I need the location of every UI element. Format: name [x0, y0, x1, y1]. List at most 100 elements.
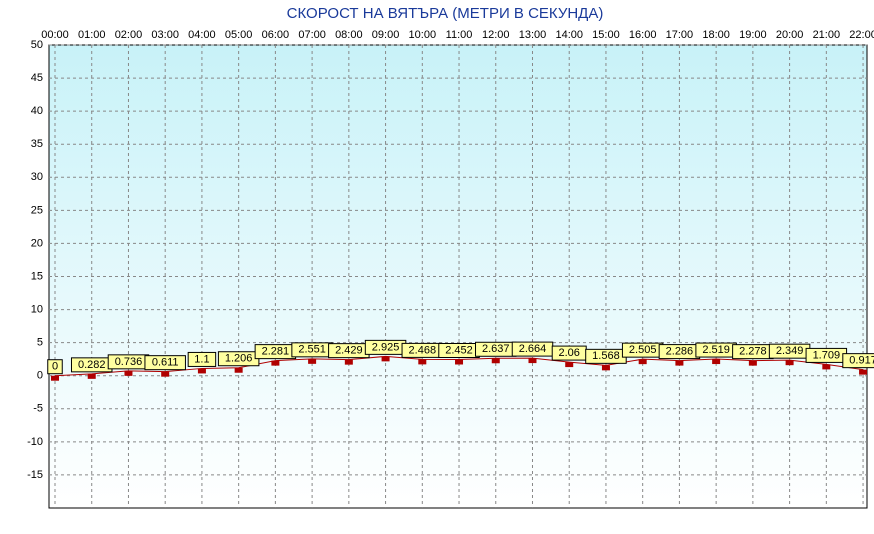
x-tick-label: 16:00 — [629, 29, 657, 41]
value-label: 2.505 — [621, 342, 664, 358]
x-tick-label: 12:00 — [482, 29, 510, 41]
x-tick-label: 13:00 — [519, 29, 547, 41]
value-label: 2.551 — [291, 342, 333, 358]
value-label-box — [47, 359, 63, 375]
value-label: 1.709 — [805, 347, 848, 363]
value-label: 2.06 — [551, 345, 587, 361]
marker — [308, 358, 317, 364]
marker — [234, 367, 243, 373]
marker — [455, 359, 464, 365]
value-label-text: 0.917 — [849, 355, 874, 367]
value-label-text: 2.664 — [519, 343, 547, 355]
marker — [51, 375, 59, 381]
marker — [491, 358, 500, 364]
marker — [381, 356, 390, 362]
x-tick-label: 18:00 — [702, 29, 730, 41]
x-tick-label: 00:00 — [41, 29, 69, 41]
value-label: 0.736 — [107, 354, 150, 370]
chart-title: СКОРОСТ НА ВЯТЪРА (МЕТРИ В СЕКУНДА) — [287, 5, 604, 22]
y-tick-label: 50 — [31, 39, 43, 51]
marker — [712, 359, 721, 365]
value-label-box — [144, 355, 186, 371]
value-label: 0.282 — [70, 357, 113, 373]
y-tick-label: 5 — [37, 337, 43, 349]
value-label-text: 2.281 — [262, 346, 290, 358]
y-tick-label: 25 — [31, 204, 43, 216]
x-tick-label: 21:00 — [813, 29, 841, 41]
x-tick-label: 08:00 — [335, 29, 363, 41]
value-label: 2.286 — [658, 344, 701, 360]
value-label-text: 1.1 — [194, 353, 209, 365]
y-tick-label: 40 — [31, 105, 43, 117]
x-tick-label: 03:00 — [151, 29, 179, 41]
value-label-text: 2.278 — [739, 346, 767, 358]
x-tick-label: 06:00 — [262, 29, 290, 41]
marker — [748, 360, 757, 366]
x-tick-label: 10:00 — [409, 29, 437, 41]
value-label-text: 2.468 — [409, 344, 437, 356]
value-label: 2.452 — [438, 342, 480, 358]
marker — [271, 360, 280, 366]
y-tick-label: -10 — [27, 436, 43, 448]
value-label-text: 2.429 — [335, 345, 363, 357]
x-tick-label: 19:00 — [739, 29, 767, 41]
value-label-text: 0 — [52, 361, 58, 373]
x-tick-label: 20:00 — [776, 29, 804, 41]
x-tick-label: 17:00 — [666, 29, 694, 41]
value-label-text: 2.06 — [559, 347, 580, 359]
value-label: 2.468 — [401, 342, 444, 358]
x-tick-label: 02:00 — [115, 29, 143, 41]
marker — [675, 360, 684, 366]
value-label-text: 1.206 — [225, 353, 253, 365]
value-label-text: 2.925 — [372, 341, 400, 353]
value-label-text: 0.282 — [78, 359, 106, 371]
value-label-box — [187, 351, 217, 367]
marker — [87, 373, 96, 379]
value-label: 1.206 — [217, 351, 260, 367]
value-label: 2.637 — [475, 341, 517, 357]
x-tick-label: 15:00 — [592, 29, 620, 41]
value-label-text: 0.611 — [152, 357, 179, 369]
marker — [601, 365, 610, 371]
marker — [859, 369, 868, 375]
value-label-text: 2.551 — [298, 344, 326, 356]
x-tick-label: 01:00 — [78, 29, 106, 41]
y-tick-label: 0 — [37, 370, 43, 382]
value-label: 2.519 — [695, 342, 737, 358]
x-tick-label: 07:00 — [298, 29, 326, 41]
value-label: 2.281 — [254, 344, 297, 360]
x-tick-label: 22:00 — [849, 29, 874, 41]
value-label-text: 2.505 — [629, 344, 657, 356]
value-label-text: 2.452 — [445, 344, 473, 356]
y-tick-label: -15 — [27, 469, 43, 481]
value-label: 2.349 — [768, 343, 811, 359]
marker — [528, 358, 537, 364]
y-tick-label: 10 — [31, 303, 43, 315]
marker — [565, 362, 574, 368]
marker — [124, 370, 133, 376]
value-label-text: 2.519 — [702, 344, 730, 356]
y-tick-label: 35 — [31, 138, 43, 150]
x-tick-label: 04:00 — [188, 29, 216, 41]
value-label-text: 2.349 — [776, 345, 804, 357]
value-label: 1.1 — [187, 351, 217, 367]
marker — [822, 364, 831, 370]
marker — [785, 360, 794, 366]
x-tick-label: 09:00 — [372, 29, 400, 41]
marker — [418, 359, 427, 365]
marker — [197, 368, 206, 374]
value-label: 2.429 — [328, 343, 370, 359]
value-label: 2.278 — [732, 344, 774, 360]
value-label: 1.568 — [585, 348, 627, 364]
value-label-text: 1.568 — [592, 350, 620, 362]
value-label-text: 2.637 — [482, 343, 510, 355]
value-label: 0.917 — [842, 353, 874, 369]
y-tick-label: 30 — [31, 171, 43, 183]
value-label-box — [842, 353, 874, 369]
value-label: 2.925 — [364, 339, 407, 355]
y-tick-label: 15 — [31, 270, 43, 282]
y-tick-label: 45 — [31, 72, 43, 84]
value-label: 0 — [47, 359, 63, 375]
value-label-text: 1.709 — [813, 349, 841, 361]
